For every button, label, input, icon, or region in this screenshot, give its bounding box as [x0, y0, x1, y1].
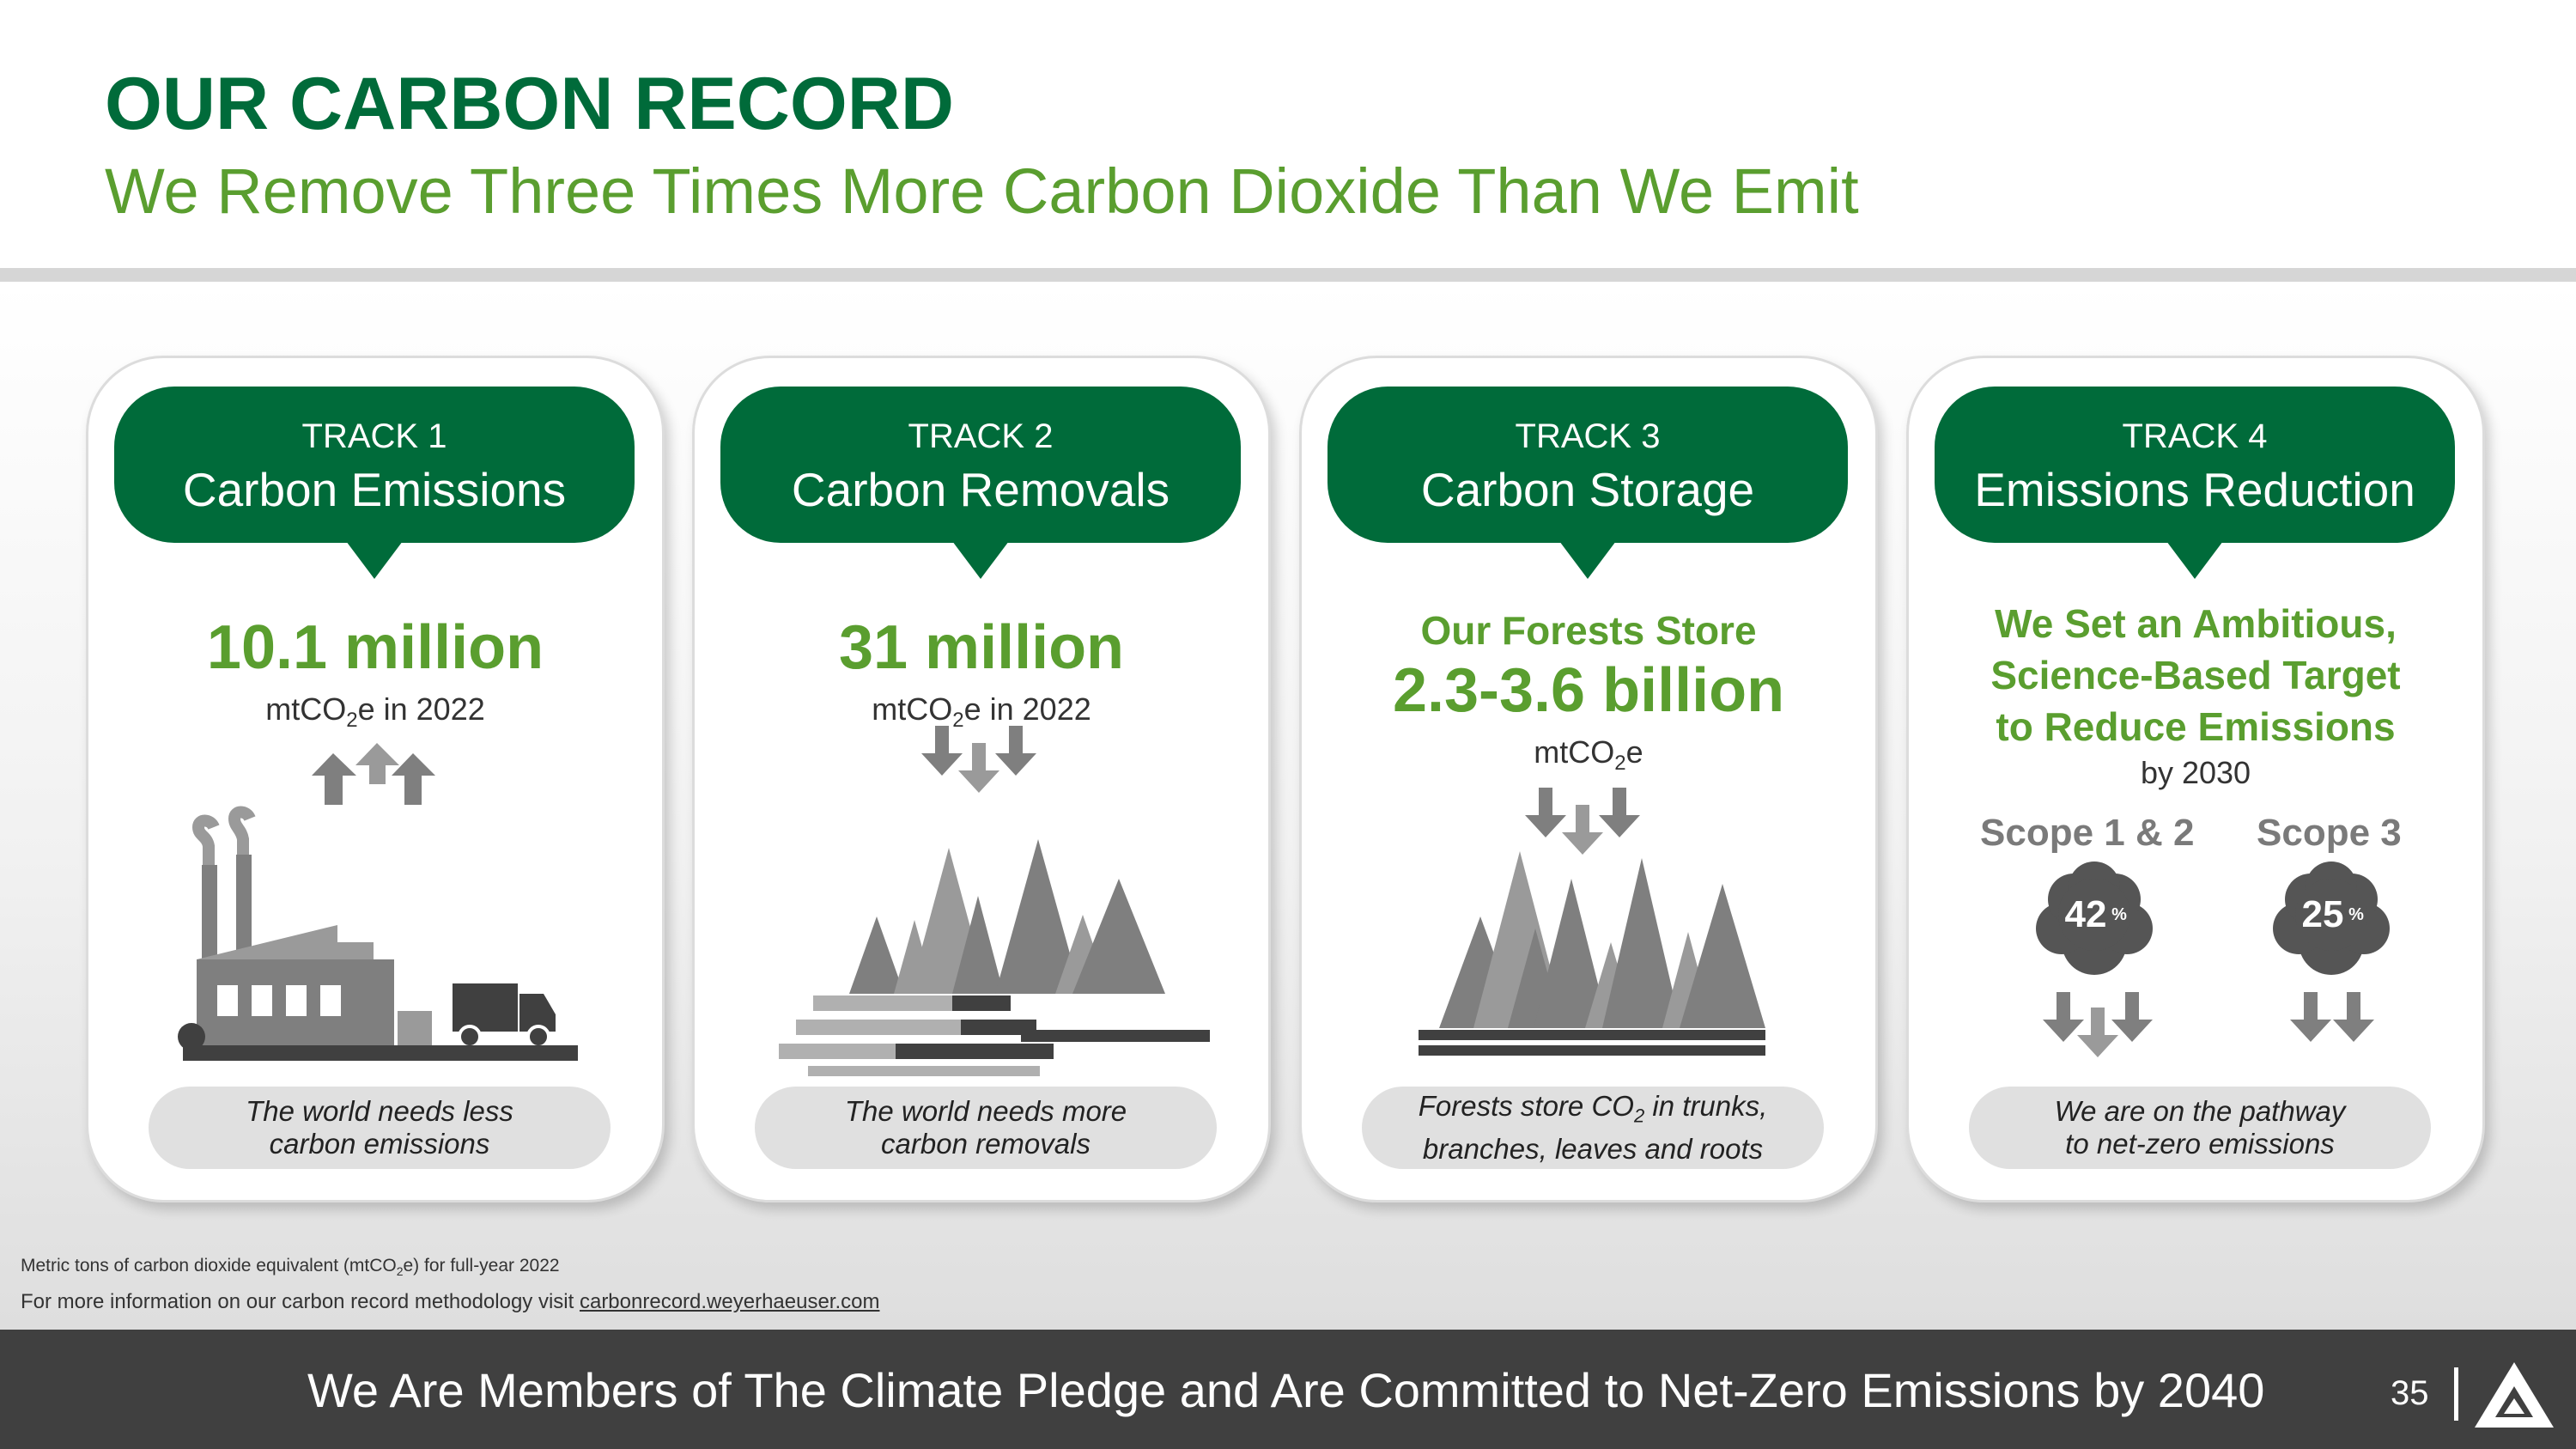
page-subtitle: We Remove Three Times More Carbon Dioxid…: [105, 155, 1859, 227]
target-year: by 2030: [2140, 755, 2251, 790]
scope-3-value: 25: [2302, 893, 2344, 935]
cloud-down-arrows-icon: 42 % 25 %: [2036, 861, 2390, 1057]
header: OUR CARBON RECORD We Remove Three Times …: [0, 0, 2576, 268]
footer-bar: We Are Members of The Climate Pledge and…: [0, 1330, 2576, 1449]
scope-label-1: Scope 1 & 2: [1980, 812, 2195, 854]
metric-unit: mtCO2e in 2022: [265, 691, 485, 733]
forest-logs-icon: [779, 726, 1210, 1076]
track-bubble: TRACK 2 Carbon Removals: [720, 387, 1241, 579]
weyerhaeuser-logo-icon: [2475, 1362, 2554, 1428]
climate-pledge-banner: We Are Members of The Climate Pledge and…: [307, 1363, 2265, 1417]
track-bubble: TRACK 3 Carbon Storage: [1327, 387, 1848, 579]
metric-value: 31 million: [838, 613, 1125, 682]
metric-value: 10.1 million: [206, 613, 544, 682]
footnote-definition: Metric tons of carbon dioxide equivalent…: [21, 1256, 560, 1279]
header-divider: [0, 268, 2576, 282]
track-card-4: TRACK 4 Emissions Reduction We Set an Am…: [1906, 356, 2485, 1202]
scope-label-2: Scope 3: [2257, 812, 2402, 854]
track-name: Carbon Storage: [1420, 463, 1755, 516]
target-line-1: We Set an Ambitious,: [1995, 601, 2397, 646]
metric-lead: Our Forests Store: [1420, 608, 1757, 653]
track-name: Carbon Emissions: [182, 463, 567, 516]
scope-1-2-value: 42: [2065, 893, 2107, 935]
track-label: TRACK 2: [908, 417, 1054, 455]
metric-value: 2.3-3.6 billion: [1392, 656, 1785, 725]
footnote-methodology: For more information on our carbon recor…: [21, 1290, 880, 1313]
caption-pill: The world needs less carbon emissions: [149, 1087, 611, 1169]
page-separator: [2454, 1367, 2458, 1421]
track-label: TRACK 4: [2122, 417, 2268, 455]
track-bubble: TRACK 4 Emissions Reduction: [1935, 387, 2455, 579]
factory-truck-icon: [178, 743, 578, 1061]
metric-unit: mtCO2e: [1534, 734, 1643, 776]
page-title: OUR CARBON RECORD: [105, 63, 954, 145]
caption-pill: Forests store CO2 in trunks, branches, l…: [1362, 1087, 1824, 1169]
track-card-3: TRACK 3 Carbon Storage Our Forests Store…: [1299, 356, 1878, 1202]
metric-unit: mtCO2e in 2022: [872, 691, 1091, 733]
methodology-link[interactable]: carbonrecord.weyerhaeuser.com: [579, 1290, 880, 1313]
forest-icon: [1419, 788, 1765, 1056]
svg-text:%: %: [2348, 905, 2364, 924]
svg-text:%: %: [2111, 905, 2127, 924]
track-bubble: TRACK 1 Carbon Emissions: [114, 387, 635, 579]
track-label: TRACK 1: [301, 417, 447, 455]
caption-pill: We are on the pathway to net-zero emissi…: [1969, 1087, 2431, 1169]
track-label: TRACK 3: [1515, 417, 1661, 455]
track-name: Carbon Removals: [791, 463, 1170, 516]
caption-pill: The world needs more carbon removals: [755, 1087, 1217, 1169]
track-name: Emissions Reduction: [1974, 463, 2415, 516]
track-card-2: TRACK 2 Carbon Removals 31 million mtCO2…: [692, 356, 1271, 1202]
target-line-3: to Reduce Emissions: [1996, 704, 2396, 749]
target-line-2: Science-Based Target: [1990, 653, 2401, 697]
track-card-1: TRACK 1 Carbon Emissions 10.1 million mt…: [86, 356, 665, 1202]
page-number: 35: [2391, 1374, 2429, 1412]
